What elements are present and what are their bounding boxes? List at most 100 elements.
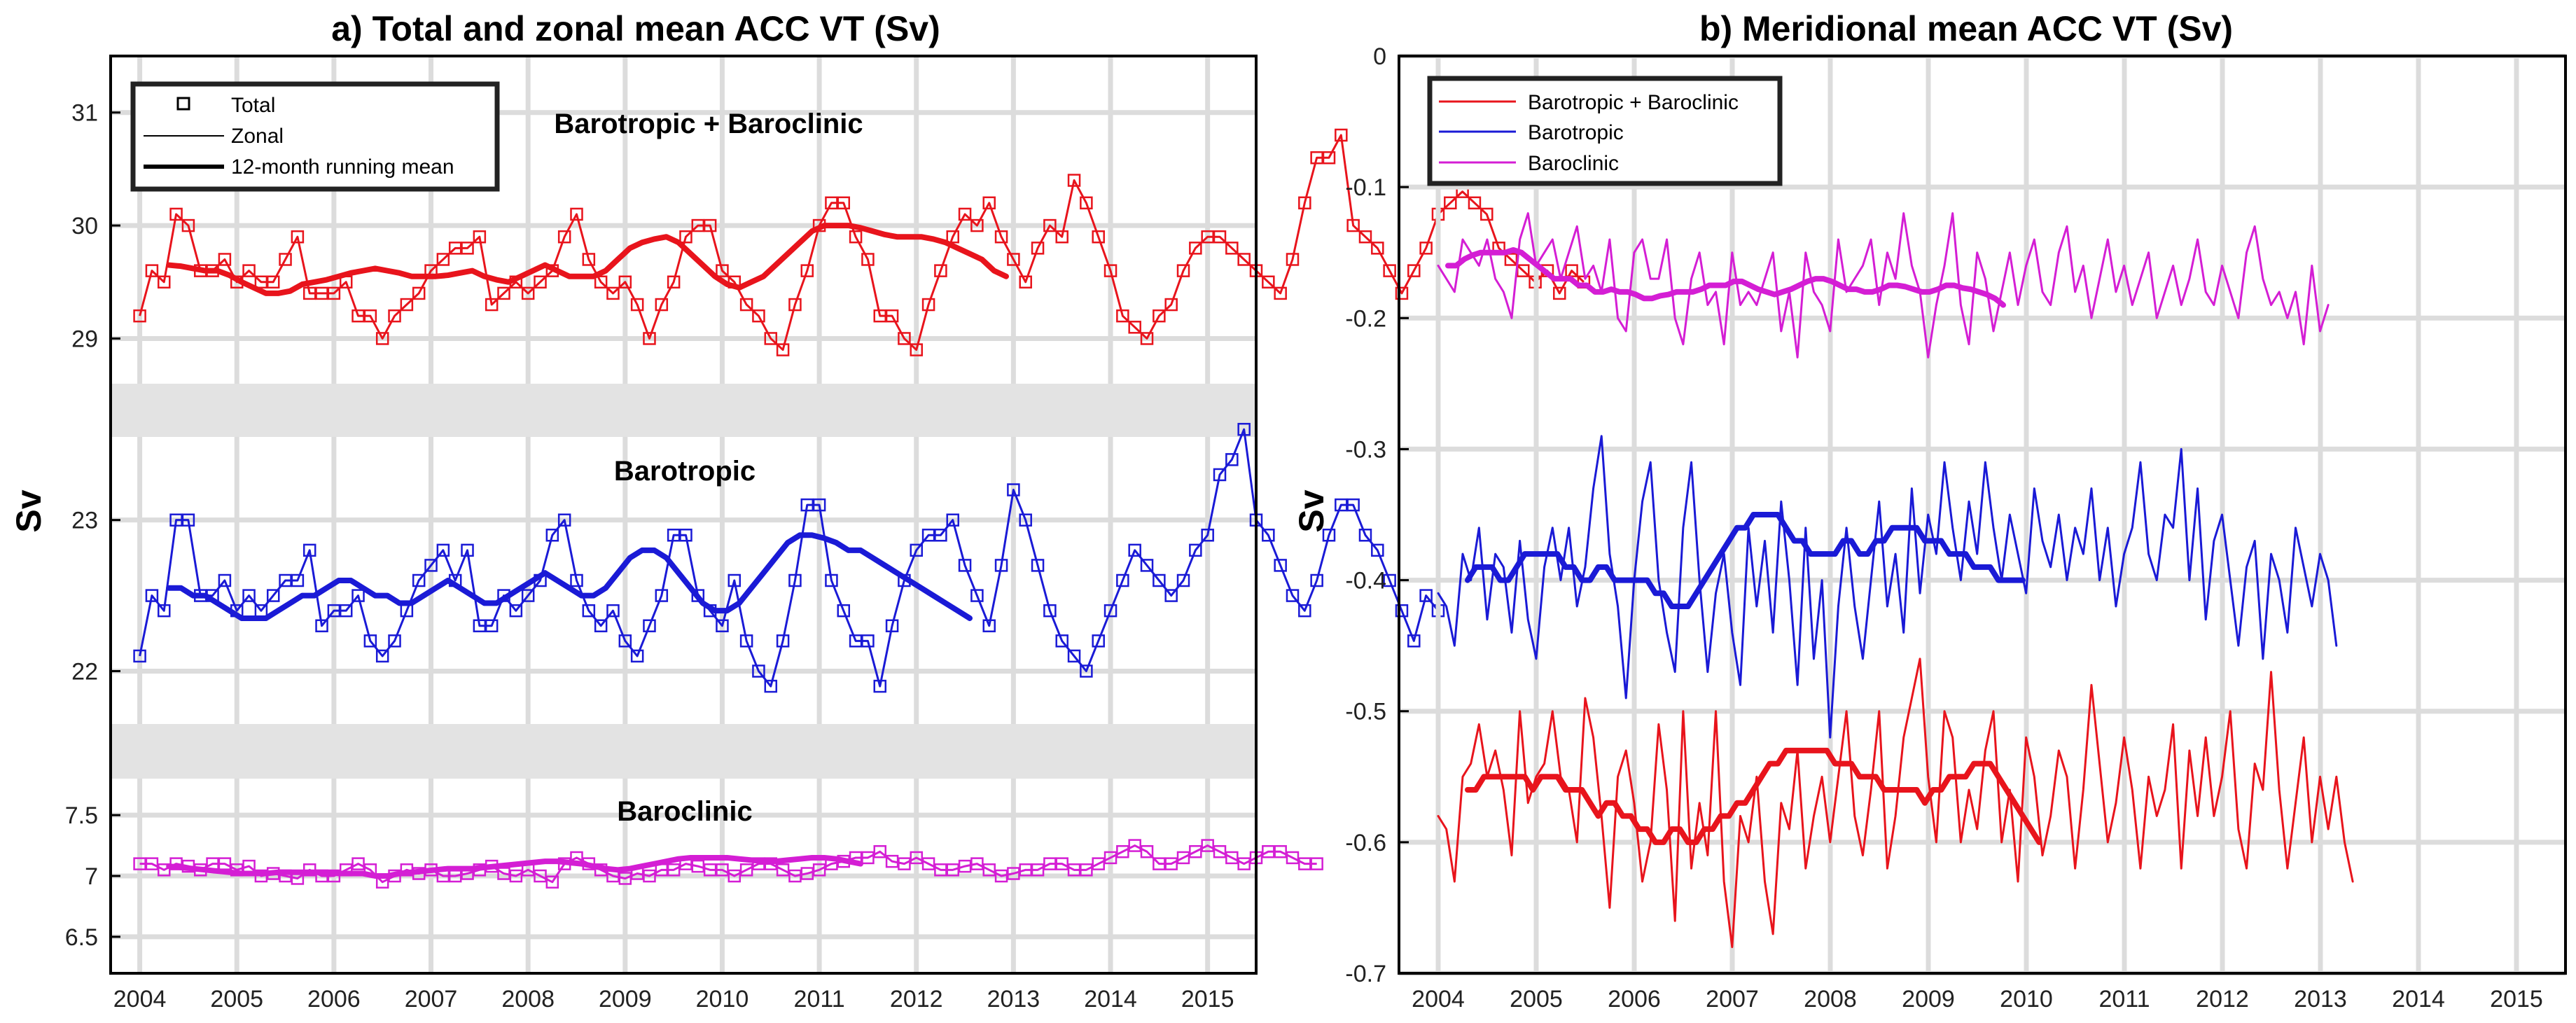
a-data-point — [1116, 573, 1129, 587]
a-ytick-label: 30 — [71, 213, 98, 239]
a-data-point — [461, 543, 474, 557]
b-xtick-label: 2015 — [2490, 986, 2543, 1012]
a-data-point — [970, 589, 984, 602]
a-data-point — [606, 286, 620, 300]
a-data-point — [643, 332, 656, 345]
a-data-point — [1407, 264, 1421, 277]
a-data-point — [994, 869, 1008, 883]
a-data-point — [1201, 839, 1214, 852]
a-data-point — [934, 529, 947, 542]
a-xtick-label: 2004 — [113, 986, 167, 1012]
b-xtick-label: 2013 — [2294, 986, 2347, 1012]
a-data-point — [133, 857, 146, 870]
a-data-point — [436, 253, 450, 266]
a-data-point — [158, 863, 171, 877]
a-data-point — [667, 275, 681, 289]
panel-a: a) Total and zonal mean ACC VT (Sv) 2004… — [9, 9, 1591, 1012]
a-data-point — [982, 196, 996, 210]
a-ytick-label: 23 — [71, 508, 98, 534]
a-data-point — [1103, 851, 1118, 865]
a-data-point — [1080, 863, 1093, 877]
a-data-point — [606, 604, 620, 618]
a-data-point — [1346, 218, 1360, 232]
a-data-point — [1189, 543, 1202, 557]
legend-label-running-mean: 12-month running mean — [231, 155, 454, 179]
a-data-point — [994, 559, 1008, 572]
a-data-point — [1116, 845, 1129, 858]
a-data-point — [1153, 857, 1166, 870]
a-data-point — [218, 253, 232, 266]
a-data-point — [788, 573, 802, 587]
a-data-point — [898, 332, 911, 345]
a-data-point — [327, 604, 341, 618]
a-data-point — [885, 854, 899, 868]
a-data-point — [1286, 851, 1300, 865]
a-data-point — [1553, 286, 1566, 300]
a-data-point — [1298, 196, 1311, 210]
a-data-point — [1274, 286, 1287, 300]
a-xtick-label: 2005 — [210, 986, 263, 1012]
panel-a-grid — [111, 56, 1256, 973]
a-data-point — [739, 863, 753, 877]
a-data-point — [1176, 264, 1190, 277]
a-data-point — [752, 664, 765, 678]
a-data-point — [363, 634, 377, 648]
b-series-line-1 — [1465, 747, 2042, 845]
a-ytick-label: 6.5 — [65, 924, 98, 951]
a-data-point — [1103, 604, 1118, 618]
a-data-point — [1262, 529, 1275, 542]
a-data-point — [921, 298, 935, 312]
a-data-point — [655, 589, 669, 602]
a-xtick-label: 2012 — [890, 986, 943, 1012]
a-data-point — [169, 207, 183, 221]
a-data-point — [679, 529, 692, 542]
a-data-point — [1383, 264, 1396, 277]
a-data-point — [339, 604, 353, 618]
a-data-point — [158, 275, 171, 289]
a-data-point — [582, 253, 596, 266]
b-xtick-label: 2012 — [2196, 986, 2249, 1012]
a-data-point — [1019, 513, 1032, 527]
a-running-mean-2 — [166, 854, 864, 879]
a-data-point — [910, 543, 923, 557]
a-data-point — [910, 343, 923, 356]
a-ytick-label: 7.5 — [65, 802, 98, 829]
panel-a-ticks: 2004 2005 2006 2007 2008 2009 2010 2011 2012 2013… — [65, 100, 1234, 1012]
a-data-point — [218, 573, 232, 587]
a-data-point — [1055, 857, 1068, 870]
b-ytick-label: -0.7 — [1345, 961, 1386, 987]
a-data-point — [266, 589, 280, 602]
a-data-point — [291, 573, 305, 587]
a-data-point — [1007, 253, 1020, 266]
a-data-point — [521, 589, 535, 602]
a-data-point — [1237, 857, 1251, 870]
a-data-point — [461, 242, 474, 255]
a-data-point — [1274, 559, 1287, 572]
a-data-point — [497, 286, 510, 300]
a-data-point — [291, 230, 305, 244]
b-series-line-5 — [1445, 246, 2007, 308]
a-data-point — [279, 573, 292, 587]
a-data-point — [703, 218, 717, 232]
a-data-point — [776, 634, 790, 648]
a-data-point — [1201, 230, 1214, 244]
a-data-point — [982, 619, 996, 632]
b-xtick-label: 2007 — [1706, 986, 1759, 1012]
a-data-point — [145, 589, 159, 602]
legend-label-zonal: Zonal — [231, 125, 284, 148]
a-data-point — [400, 298, 414, 312]
a-data-point — [302, 543, 316, 557]
a-data-point — [1310, 573, 1323, 587]
a-data-point — [861, 851, 875, 865]
a-data-point — [630, 298, 644, 312]
a-data-point — [994, 230, 1008, 244]
a-data-point — [885, 619, 899, 632]
a-data-point — [1189, 242, 1202, 255]
a-data-point — [302, 286, 316, 300]
panel-b-ylabel: Sv — [1292, 489, 1331, 532]
a-data-point — [1164, 298, 1178, 312]
a-data-point — [958, 859, 972, 873]
a-data-point — [1153, 573, 1166, 587]
a-data-point — [485, 298, 499, 312]
a-series-line-1 — [139, 428, 1440, 688]
